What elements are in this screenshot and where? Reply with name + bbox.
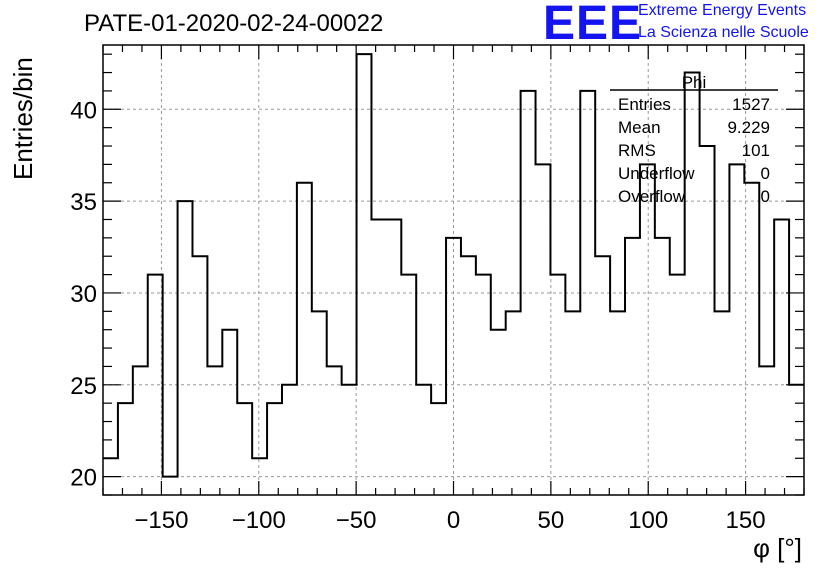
stats-row-value: 1527 <box>732 95 770 114</box>
histogram-bin <box>163 477 178 495</box>
stats-row-label: Overflow <box>618 187 686 206</box>
histogram-bin <box>148 275 163 495</box>
histogram-bin <box>118 403 133 495</box>
histogram-bin <box>357 54 372 495</box>
x-tick-label: 50 <box>538 507 565 534</box>
histogram-bin <box>192 256 207 495</box>
stats-row-label: Underflow <box>618 164 695 183</box>
stats-row-label: Mean <box>618 118 661 137</box>
x-tick-label: −50 <box>336 507 377 534</box>
stats-row-label: Entries <box>618 95 671 114</box>
histogram-bin <box>282 385 297 495</box>
histogram-bin <box>327 366 342 495</box>
stats-row-label: RMS <box>618 141 656 160</box>
logo-subtitle-line1: Extreme Energy Events <box>638 2 807 19</box>
histogram-bin <box>297 183 312 495</box>
y-tick-label: 40 <box>70 97 97 124</box>
histogram-bin <box>729 164 744 495</box>
histogram-bin <box>178 201 193 495</box>
histogram-bin <box>371 219 386 495</box>
histogram-bin <box>401 275 416 495</box>
x-tick-label: −100 <box>232 507 286 534</box>
histogram-bin <box>461 256 476 495</box>
histogram-bin <box>610 311 625 495</box>
histogram-bin <box>416 385 431 495</box>
stats-box-header: Phi <box>682 73 707 92</box>
histogram-bin <box>759 366 774 495</box>
stats-row-value: 0 <box>761 164 770 183</box>
histogram-bin <box>655 238 670 495</box>
histogram-bin <box>252 458 267 495</box>
histogram-bin <box>133 366 148 495</box>
histogram-bin <box>222 330 237 495</box>
y-tick-label: 20 <box>70 465 97 492</box>
histogram-bin <box>670 275 685 495</box>
histogram-bin <box>476 275 491 495</box>
histogram-bin <box>446 238 461 495</box>
histogram-bin <box>536 164 551 495</box>
stats-row-value: 0 <box>761 187 770 206</box>
histogram-bin <box>715 311 730 495</box>
y-tick-label: 25 <box>70 373 97 400</box>
histogram-bin <box>580 91 595 495</box>
histogram-bin <box>640 164 655 495</box>
histogram-bin <box>386 219 401 495</box>
histogram-bin <box>595 256 610 495</box>
histogram-bin <box>267 403 282 495</box>
histogram-bin <box>625 238 640 495</box>
histogram-bin <box>744 183 759 495</box>
histogram-series-line <box>103 53 804 478</box>
histogram-bin <box>685 73 700 495</box>
eee-logo: EEE <box>543 0 643 50</box>
histogram-bin <box>207 366 222 495</box>
histogram-bin <box>774 219 789 495</box>
histogram-bin <box>521 91 536 495</box>
histogram-bin <box>506 311 521 495</box>
y-tick-label: 35 <box>70 189 97 216</box>
histogram-bin <box>550 275 565 495</box>
histogram-bin <box>431 403 446 495</box>
histogram-bin <box>491 330 506 495</box>
y-tick-label: 30 <box>70 281 97 308</box>
x-axis-label: φ [°] <box>753 533 802 563</box>
x-tick-label: −150 <box>134 507 188 534</box>
stats-row-value: 101 <box>742 141 770 160</box>
x-tick-label: 150 <box>726 507 766 534</box>
histogram-bin <box>342 385 357 495</box>
chart-title: PATE-01-2020-02-24-00022 <box>84 10 384 37</box>
x-tick-label: 0 <box>447 507 460 534</box>
histogram-bin <box>565 311 580 495</box>
histogram-bin <box>312 311 327 495</box>
stats-row-value: 9.229 <box>727 118 770 137</box>
x-tick-label: 100 <box>628 507 668 534</box>
histogram-bin <box>700 146 715 495</box>
logo-subtitle-line2: La Scienza nelle Scuole <box>638 24 809 41</box>
histogram-bin <box>237 403 252 495</box>
